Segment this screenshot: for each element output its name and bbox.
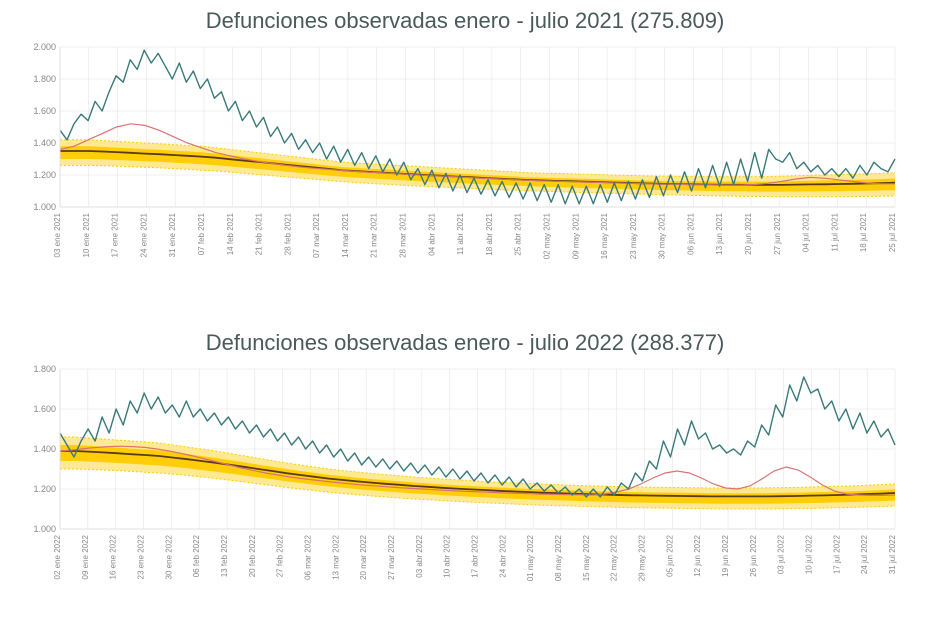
svg-text:07 mar 2021: 07 mar 2021 (312, 212, 321, 257)
svg-text:20 mar 2022: 20 mar 2022 (359, 534, 368, 579)
svg-text:09 may 2021: 09 may 2021 (571, 212, 580, 259)
svg-text:03 ene 2021: 03 ene 2021 (53, 212, 62, 257)
svg-text:25 abr 2021: 25 abr 2021 (514, 212, 523, 255)
svg-text:1.800: 1.800 (33, 364, 56, 374)
svg-text:04 abr 2021: 04 abr 2021 (427, 212, 436, 255)
svg-text:06 jun 2021: 06 jun 2021 (686, 212, 695, 254)
svg-text:26 jun 2022: 26 jun 2022 (749, 534, 758, 576)
svg-text:08 may 2022: 08 may 2022 (554, 534, 563, 581)
svg-text:1.400: 1.400 (33, 444, 56, 454)
svg-text:12 jun 2022: 12 jun 2022 (693, 534, 702, 576)
svg-text:03 abr 2022: 03 abr 2022 (415, 534, 424, 577)
svg-text:29 may 2022: 29 may 2022 (638, 534, 647, 581)
svg-text:24 abr 2022: 24 abr 2022 (498, 534, 507, 577)
chart-block-2022: Defunciones observadas enero - julio 202… (30, 330, 900, 604)
svg-text:24 jul 2022: 24 jul 2022 (860, 534, 869, 574)
svg-text:02 may 2021: 02 may 2021 (542, 212, 551, 259)
svg-text:2.000: 2.000 (33, 42, 56, 52)
svg-text:24 ene 2021: 24 ene 2021 (139, 212, 148, 257)
svg-text:04 jul 2021: 04 jul 2021 (802, 212, 811, 252)
chart-plot-2022: 1.000 1.200 1.400 1.600 1.800 02 ene 2022 09 e… (30, 364, 900, 604)
svg-text:22 may 2022: 22 may 2022 (610, 534, 619, 581)
svg-text:16 may 2021: 16 may 2021 (600, 212, 609, 259)
svg-text:1.200: 1.200 (33, 170, 56, 180)
page: { "layout": { "page_width": 928, "page_h… (0, 0, 928, 621)
svg-text:18 jul 2021: 18 jul 2021 (859, 212, 868, 252)
svg-text:1.800: 1.800 (33, 74, 56, 84)
svg-text:10 abr 2022: 10 abr 2022 (443, 534, 452, 577)
svg-text:09 ene 2022: 09 ene 2022 (81, 534, 90, 579)
svg-text:10 jul 2022: 10 jul 2022 (805, 534, 814, 574)
svg-text:20 jun 2021: 20 jun 2021 (744, 212, 753, 254)
svg-text:17 ene 2021: 17 ene 2021 (111, 212, 120, 257)
chart-title-2021: Defunciones observadas enero - julio 202… (30, 8, 900, 34)
svg-text:17 abr 2022: 17 abr 2022 (471, 534, 480, 577)
svg-text:27 jun 2021: 27 jun 2021 (773, 212, 782, 254)
svg-text:06 mar 2022: 06 mar 2022 (304, 534, 313, 579)
svg-text:1.000: 1.000 (33, 524, 56, 534)
svg-text:28 feb 2021: 28 feb 2021 (283, 212, 292, 255)
svg-text:21 mar 2021: 21 mar 2021 (370, 212, 379, 257)
svg-text:31 jul 2022: 31 jul 2022 (888, 534, 897, 574)
svg-text:25 jul 2021: 25 jul 2021 (888, 212, 897, 252)
svg-text:19 jun 2022: 19 jun 2022 (721, 534, 730, 576)
svg-text:1.400: 1.400 (33, 138, 56, 148)
chart-title-2022: Defunciones observadas enero - julio 202… (30, 330, 900, 356)
svg-text:10 ene 2021: 10 ene 2021 (82, 212, 91, 257)
svg-text:23 ene 2022: 23 ene 2022 (137, 534, 146, 579)
svg-text:21 feb 2021: 21 feb 2021 (255, 212, 264, 255)
svg-text:1.600: 1.600 (33, 106, 56, 116)
svg-text:27 feb 2022: 27 feb 2022 (276, 534, 285, 577)
svg-text:17 jul 2022: 17 jul 2022 (832, 534, 841, 574)
svg-text:30 may 2021: 30 may 2021 (658, 212, 667, 259)
svg-text:1.000: 1.000 (33, 202, 56, 212)
svg-text:13 mar 2022: 13 mar 2022 (331, 534, 340, 579)
svg-text:03 jul 2022: 03 jul 2022 (777, 534, 786, 574)
svg-text:07 feb 2021: 07 feb 2021 (197, 212, 206, 255)
svg-text:23 may 2021: 23 may 2021 (629, 212, 638, 259)
chart-block-2021: Defunciones observadas enero - julio 202… (30, 8, 900, 282)
svg-text:13 feb 2022: 13 feb 2022 (220, 534, 229, 577)
svg-text:1.200: 1.200 (33, 484, 56, 494)
svg-text:16 ene 2022: 16 ene 2022 (109, 534, 118, 579)
svg-text:27 mar 2022: 27 mar 2022 (387, 534, 396, 579)
svg-text:30 ene 2022: 30 ene 2022 (164, 534, 173, 579)
svg-text:1.600: 1.600 (33, 404, 56, 414)
svg-text:15 may 2022: 15 may 2022 (582, 534, 591, 581)
svg-text:31 ene 2021: 31 ene 2021 (168, 212, 177, 257)
svg-text:13 jun 2021: 13 jun 2021 (715, 212, 724, 254)
svg-text:01 may 2022: 01 may 2022 (526, 534, 535, 581)
svg-text:11 jul 2021: 11 jul 2021 (830, 212, 839, 251)
svg-text:18 abr 2021: 18 abr 2021 (485, 212, 494, 255)
svg-text:14 mar 2021: 14 mar 2021 (341, 212, 350, 257)
svg-text:05 jun 2022: 05 jun 2022 (665, 534, 674, 576)
svg-text:06 feb 2022: 06 feb 2022 (192, 534, 201, 577)
svg-text:11 abr 2021: 11 abr 2021 (456, 212, 465, 255)
svg-text:28 mar 2021: 28 mar 2021 (399, 212, 408, 257)
chart-plot-2021: 1.000 1.200 1.400 1.600 1.800 2.000 03 ene 202… (30, 42, 900, 282)
svg-text:20 feb 2022: 20 feb 2022 (248, 534, 257, 577)
svg-text:02 ene 2022: 02 ene 2022 (53, 534, 62, 579)
svg-text:14 feb 2021: 14 feb 2021 (226, 212, 235, 255)
